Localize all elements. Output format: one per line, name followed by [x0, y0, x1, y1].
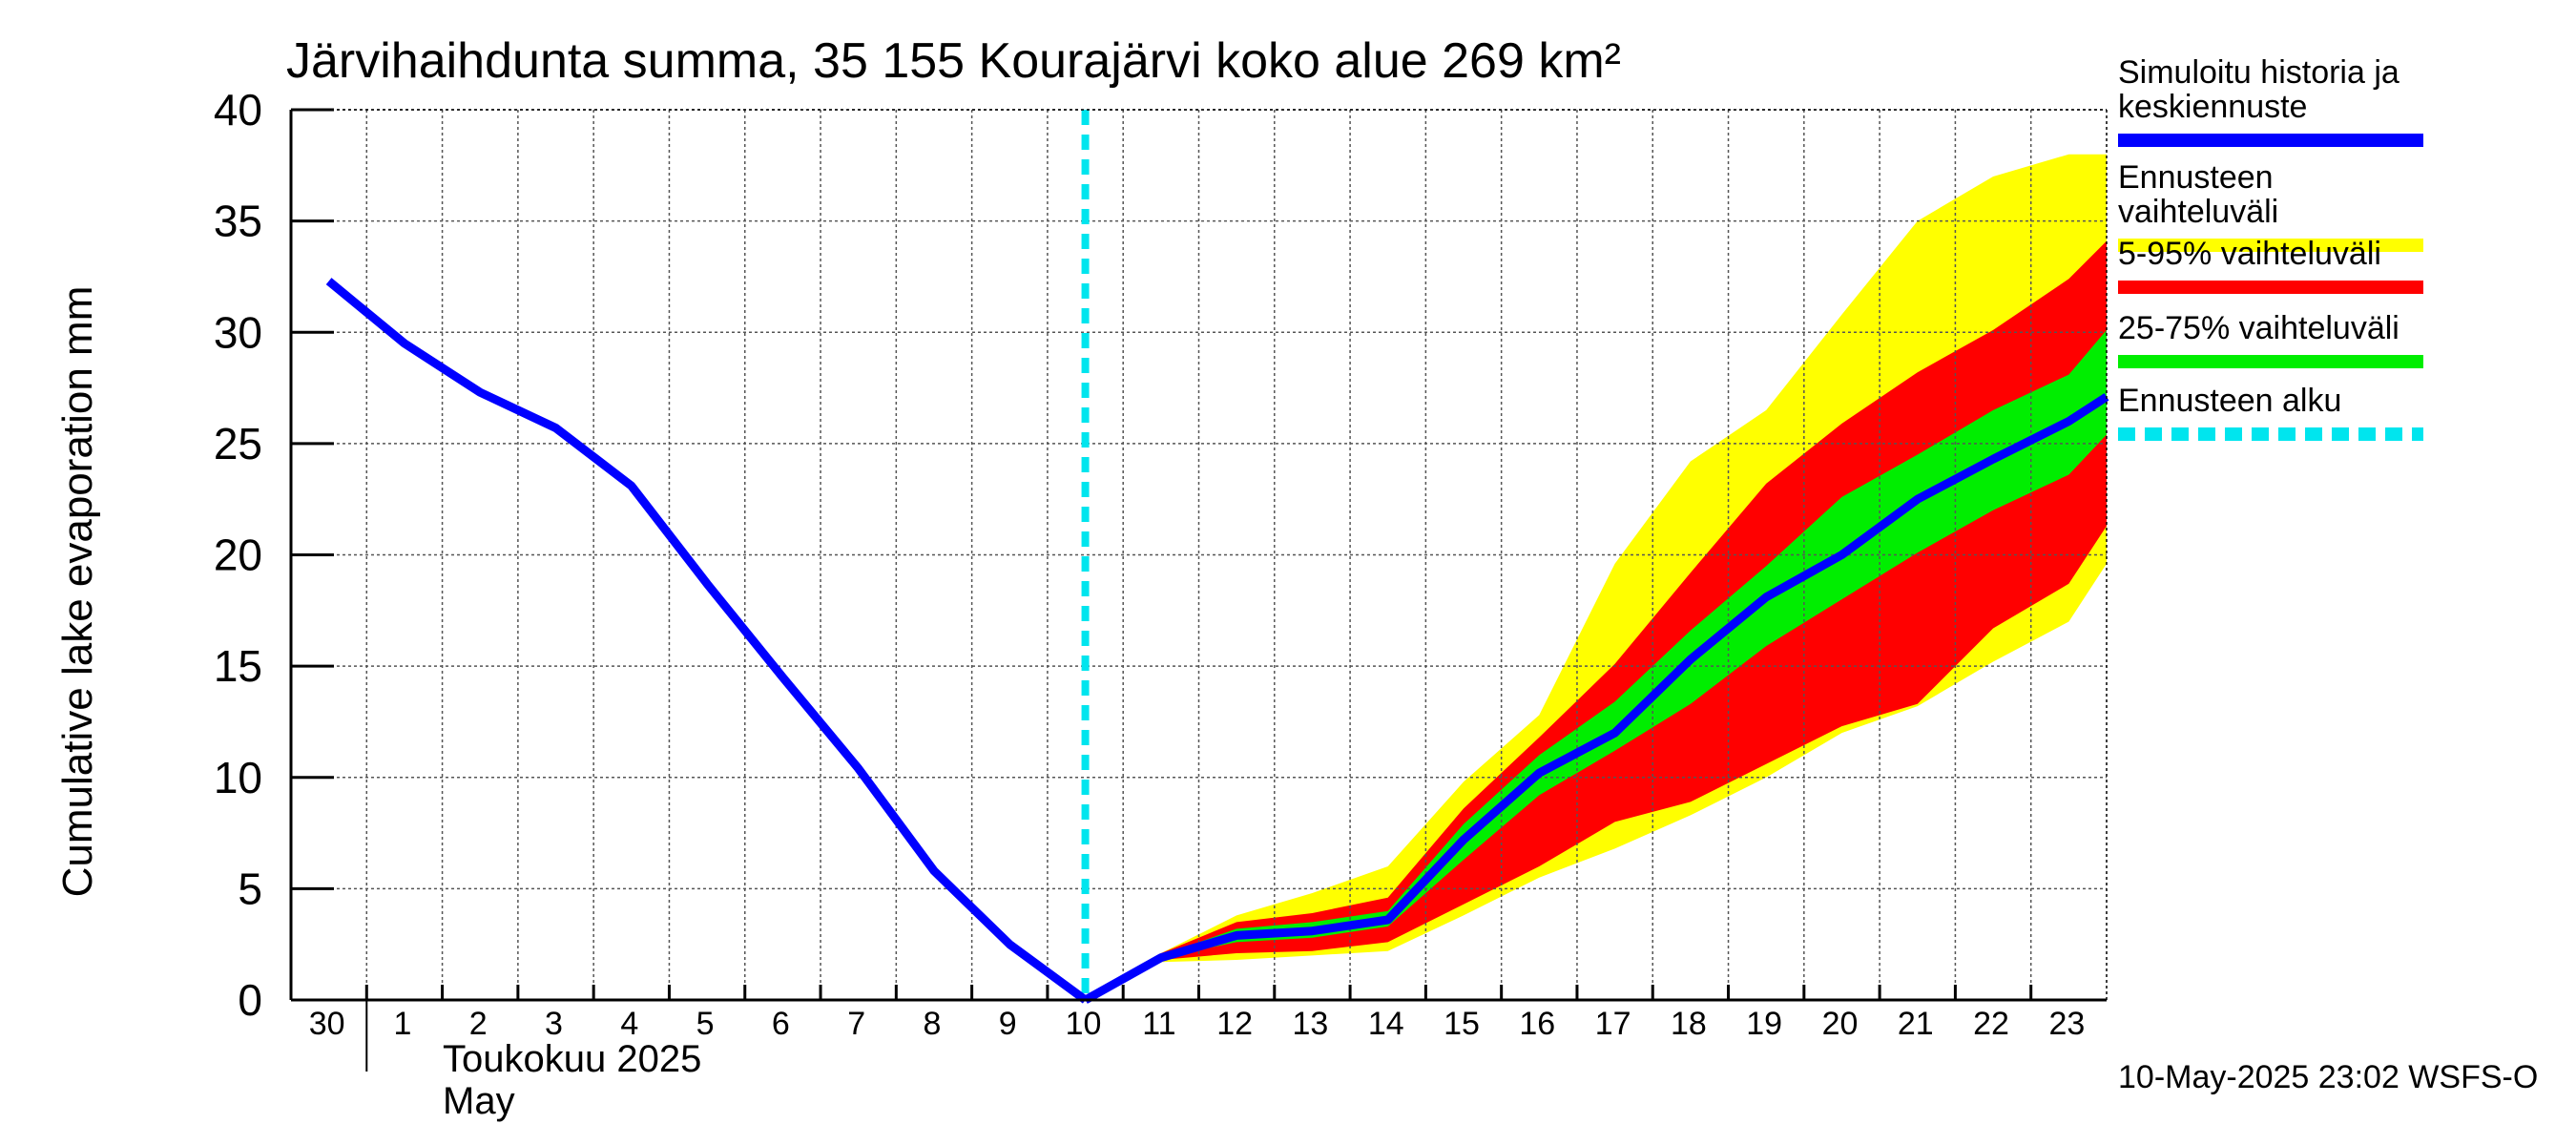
legend-swatch-history — [2118, 134, 2423, 147]
x-tick-label: 30 — [309, 1006, 345, 1042]
x-tick-label: 19 — [1746, 1006, 1782, 1042]
band-1 — [1085, 240, 2107, 1001]
y-axis-label: Cumulative lake evaporation mm — [54, 285, 101, 898]
forecast-bands — [1085, 154, 2107, 1001]
x-tick-label: 6 — [772, 1006, 790, 1042]
y-tick-label: 35 — [214, 197, 262, 246]
x-tick-label: 9 — [999, 1006, 1017, 1042]
x-tick-label: 1 — [393, 1006, 411, 1042]
y-tick-label: 15 — [214, 641, 262, 691]
x-tick-label: 21 — [1898, 1006, 1934, 1042]
x-tick-label: 7 — [847, 1006, 865, 1042]
x-tick-label: 15 — [1444, 1006, 1480, 1042]
band-2 — [1085, 329, 2107, 1000]
y-tick-label: 10 — [214, 753, 262, 802]
legend-item-p5-95: 5-95% vaihteluväli — [2118, 237, 2423, 294]
legend-swatch-range — [2118, 239, 2423, 252]
x-tick-label: 18 — [1671, 1006, 1707, 1042]
legend-item-range: Ennusteen vaihteluväli — [2118, 160, 2423, 252]
y-tick-label: 0 — [238, 975, 262, 1025]
chart-title: Järvihaihdunta summa, 35 155 Kourajärvi … — [286, 33, 1621, 89]
x-tick-label: 5 — [696, 1006, 715, 1042]
legend-item-p25-75: 25-75% vaihteluväli — [2118, 311, 2423, 368]
x-tick-label: 4 — [620, 1006, 638, 1042]
x-tick-label: 14 — [1368, 1006, 1404, 1042]
legend-swatch-forecast-start — [2118, 427, 2423, 441]
y-tick-label: 25 — [214, 419, 262, 468]
series-lines — [325, 110, 2109, 1004]
x-tick-label: 22 — [1973, 1006, 2009, 1042]
y-tick-label: 30 — [214, 307, 262, 357]
legend-label-history: Simuloitu historia ja keskiennuste — [2118, 54, 2399, 125]
axes — [289, 108, 2108, 1072]
x-tick-label: 8 — [924, 1006, 942, 1042]
x-tick-label: 12 — [1216, 1006, 1253, 1042]
x-tick-label: 11 — [1142, 1006, 1175, 1042]
x-tick-label: 23 — [2048, 1006, 2085, 1042]
x-tick-label: 16 — [1519, 1006, 1555, 1042]
y-tick-label: 5 — [238, 864, 262, 913]
legend-label-p25-75: 25-75% vaihteluväli — [2118, 310, 2399, 346]
month-label-finnish: Toukokuu 2025 — [443, 1038, 702, 1080]
x-tick-label: 13 — [1293, 1006, 1329, 1042]
legend-item-history: Simuloitu historia ja keskiennuste — [2118, 55, 2423, 147]
legend-label-p5-95: 5-95% vaihteluväli — [2118, 236, 2381, 272]
legend-swatch-p25-75 — [2118, 355, 2423, 368]
x-tick-label: 2 — [469, 1006, 488, 1042]
legend-swatch-p5-95 — [2118, 281, 2423, 294]
history-line — [325, 278, 1089, 1004]
month-label-english: May — [443, 1080, 515, 1122]
legend-label-range: Ennusteen vaihteluväli — [2118, 159, 2279, 230]
y-tick-label: 20 — [214, 531, 262, 580]
median-forecast-line — [1083, 393, 2109, 1004]
x-tick-label: 10 — [1066, 1006, 1102, 1042]
x-tick-label: 20 — [1822, 1006, 1859, 1042]
legend-label-forecast-start: Ennusteen alku — [2118, 383, 2342, 419]
timestamp: 10-May-2025 23:02 WSFS-O — [2118, 1059, 2539, 1095]
x-tick-label: 17 — [1595, 1006, 1631, 1042]
x-tick-label: 3 — [545, 1006, 563, 1042]
legend-item-forecast-start: Ennusteen alku — [2118, 384, 2423, 441]
y-tick-label: 40 — [214, 85, 262, 135]
band-0 — [1085, 154, 2107, 1000]
